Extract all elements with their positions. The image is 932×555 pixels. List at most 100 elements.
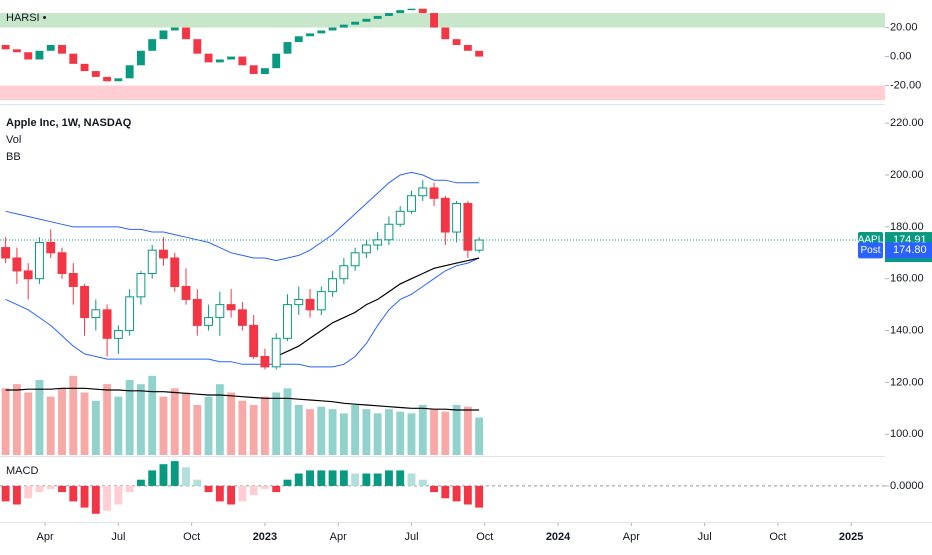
harsi-candle xyxy=(407,8,416,11)
harsi-candle xyxy=(35,50,44,60)
macd-bar xyxy=(125,485,134,493)
harsi-title: HARSI • xyxy=(6,12,47,24)
macd-bar xyxy=(306,470,314,486)
macd-bar xyxy=(260,485,269,489)
bb-basis xyxy=(275,257,480,358)
volume-bar xyxy=(328,409,337,455)
candle-body xyxy=(440,197,450,233)
x-tick-label: 2023 xyxy=(253,531,277,543)
symbol-title: Apple Inc, 1W, NASDAQ xyxy=(6,117,132,129)
macd-bar xyxy=(204,485,213,493)
candle-body xyxy=(46,241,56,254)
volume-bar xyxy=(193,405,202,455)
x-tick-label: Jul xyxy=(404,531,418,543)
lower-zone xyxy=(0,85,885,101)
candle-body xyxy=(80,285,90,319)
volume-bar xyxy=(362,409,371,455)
harsi-candle xyxy=(58,44,66,54)
volume-bar xyxy=(103,384,112,455)
macd-bar xyxy=(182,467,190,486)
macd-bar xyxy=(193,479,202,486)
harsi-candle xyxy=(80,63,89,72)
volume-bar xyxy=(114,396,123,455)
macd-bar xyxy=(148,470,157,486)
candle-body xyxy=(283,304,292,339)
candle-body xyxy=(328,278,338,293)
post-name-tag xyxy=(858,242,883,259)
candle-body xyxy=(147,249,157,275)
y-tick-label: 20.00 xyxy=(890,21,918,33)
macd-bar xyxy=(159,464,168,486)
candle-body xyxy=(136,273,146,298)
candle-body xyxy=(350,252,360,267)
candle-body xyxy=(113,330,123,339)
harsi-candle xyxy=(362,18,371,22)
volume-bar xyxy=(227,392,236,455)
candle-body xyxy=(361,244,371,254)
harsi-candle xyxy=(306,33,314,37)
post-price-tag xyxy=(885,242,932,259)
harsi-candle xyxy=(441,27,450,40)
harsi-candle xyxy=(260,68,269,74)
candle-body xyxy=(463,203,473,251)
volume-bar xyxy=(136,384,145,455)
macd-bar xyxy=(114,485,123,505)
candle-body xyxy=(373,239,383,246)
candle-body xyxy=(395,210,405,225)
candle-body xyxy=(316,291,326,311)
harsi-candle xyxy=(227,56,236,60)
macd-bar xyxy=(238,485,247,502)
candle-body xyxy=(260,355,270,368)
harsi-candle xyxy=(91,71,100,77)
candle-body xyxy=(226,304,236,311)
volume-bar xyxy=(452,405,461,455)
volume-bar xyxy=(12,384,21,455)
x-tick-label: Oct xyxy=(183,531,200,543)
volume-bar xyxy=(385,409,393,455)
harsi-candle xyxy=(328,27,337,31)
post-price-label: 174.80 xyxy=(893,244,927,256)
volume-bar xyxy=(475,417,484,455)
volume-bar xyxy=(351,405,360,455)
macd-bar xyxy=(249,485,258,496)
macd-bar xyxy=(452,485,461,502)
y-tick-label: 160.00 xyxy=(890,273,924,285)
volume-bar xyxy=(58,388,66,455)
harsi-candle xyxy=(339,24,348,28)
macd-bar xyxy=(91,485,100,514)
harsi-candle xyxy=(193,39,202,54)
volume-bar xyxy=(339,413,348,455)
y-tick-label: -20.00 xyxy=(890,79,921,91)
volume-bar xyxy=(463,406,472,455)
panes: 20.00 0.00 -20.00 100.00 120.00 140.00 160.00 1… xyxy=(0,8,932,543)
x-tick-label: Oct xyxy=(769,531,786,543)
macd-bar xyxy=(441,485,450,499)
symbol-tag-label: AAPL xyxy=(858,235,884,246)
candle-body xyxy=(249,324,259,357)
candle-body xyxy=(474,239,484,251)
volume-bar xyxy=(441,411,450,455)
harsi-candle xyxy=(430,13,438,28)
macd-bar xyxy=(475,485,484,508)
macd-bar xyxy=(272,485,281,493)
harsi-candle xyxy=(294,36,303,43)
harsi-candle xyxy=(182,27,190,40)
harsi-candle xyxy=(475,50,484,57)
macd-bar xyxy=(385,470,393,486)
macd-bar xyxy=(351,473,360,486)
macd-title: MACD xyxy=(6,465,38,477)
harsi-candle xyxy=(272,53,281,69)
macd-bar xyxy=(58,485,66,493)
volume-bar xyxy=(182,392,190,455)
harsi-candle xyxy=(148,39,157,51)
macd-bar xyxy=(396,470,405,486)
volume-bar xyxy=(1,388,10,455)
volume-bar xyxy=(35,380,44,455)
volume-bar xyxy=(430,409,438,455)
volume-bar xyxy=(215,384,224,455)
x-tick-label: Apr xyxy=(37,531,54,543)
harsi-candle xyxy=(103,76,112,82)
volume-bar xyxy=(283,388,292,455)
harsi-candle xyxy=(418,8,427,14)
volume-bar xyxy=(294,405,303,455)
